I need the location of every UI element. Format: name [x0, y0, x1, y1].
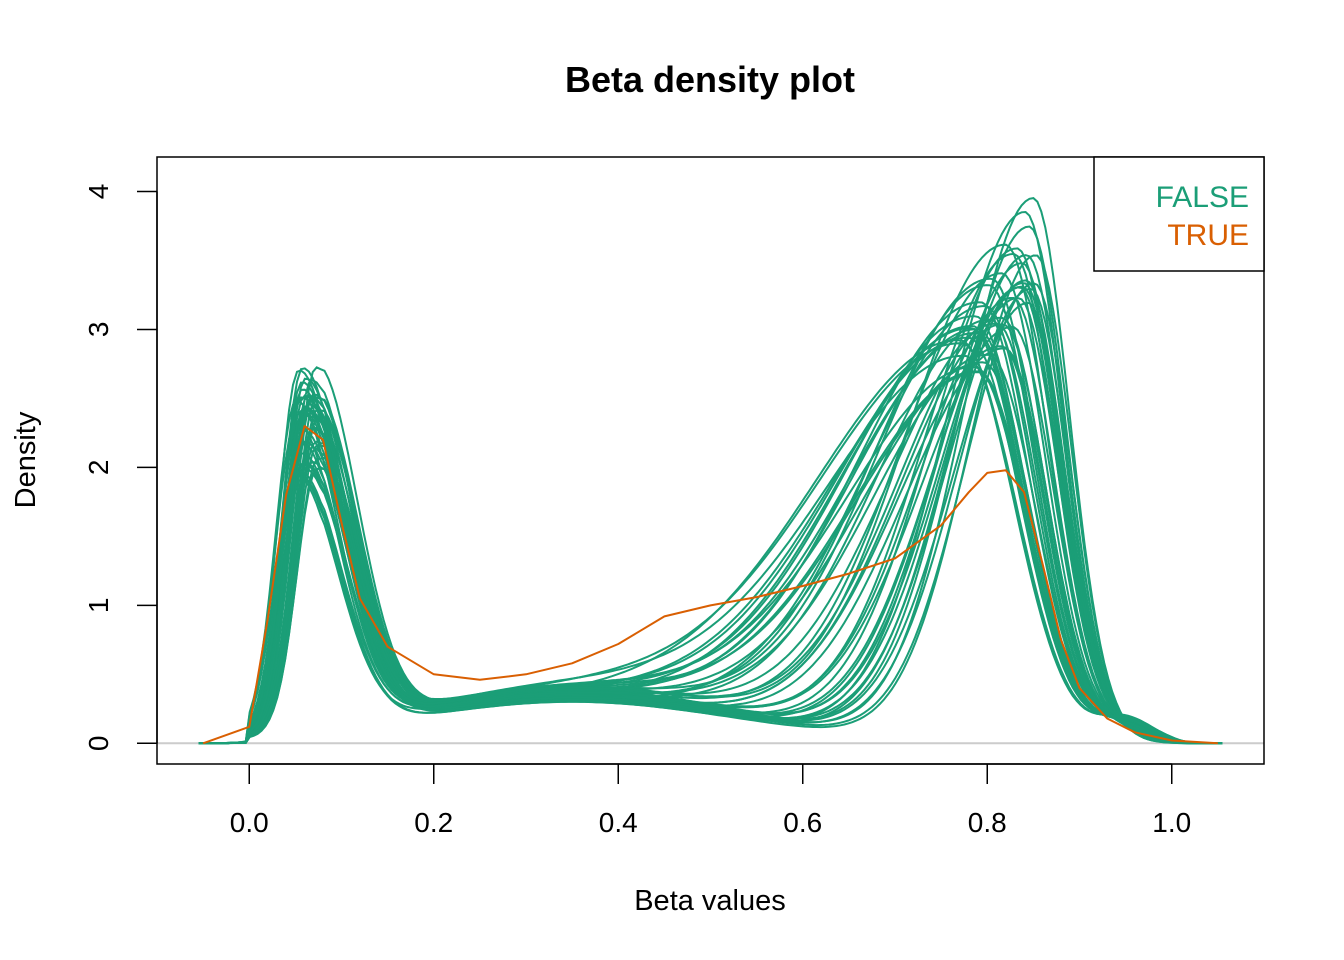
x-tick-label: 0.2 [414, 807, 453, 838]
legend-entry: TRUE [1167, 219, 1249, 252]
chart-title: Beta density plot [565, 59, 855, 100]
y-tick-label: 2 [83, 460, 114, 476]
false-density-curve [198, 225, 1223, 745]
false-density-curve [198, 315, 1223, 745]
false-density-curve [198, 327, 1223, 745]
false-density-curve [198, 318, 1223, 745]
x-tick-label: 0.0 [230, 807, 269, 838]
y-axis-label: Density [10, 411, 42, 508]
x-tick-label: 0.6 [783, 807, 822, 838]
x-axis-label: Beta values [634, 885, 786, 917]
legend: FALSE TRUE [1093, 156, 1265, 272]
false-density-curve [198, 353, 1223, 745]
plot-frame [156, 156, 1265, 765]
y-tick-label: 4 [83, 184, 114, 200]
legend-entry: FALSE [1156, 181, 1249, 214]
false-density-curve [198, 316, 1223, 745]
legend-box [1093, 156, 1265, 272]
x-tick-label: 0.4 [599, 807, 638, 838]
false-density-curve [198, 322, 1223, 745]
true-density-curve [202, 425, 1218, 745]
y-tick-label: 0 [83, 736, 114, 752]
false-density-curve [198, 371, 1223, 745]
x-tick-label: 0.8 [968, 807, 1007, 838]
y-tick-label: 3 [83, 322, 114, 338]
false-density-curve [198, 252, 1223, 745]
x-tick-label: 1.0 [1152, 807, 1191, 838]
y-tick-label: 1 [83, 598, 114, 614]
density-curves [157, 197, 1264, 745]
